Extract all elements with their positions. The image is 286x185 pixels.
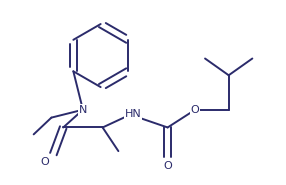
Text: O: O [191, 105, 200, 115]
Text: HN: HN [125, 109, 142, 119]
Text: N: N [79, 105, 87, 115]
Text: O: O [163, 161, 172, 171]
Text: O: O [40, 157, 49, 167]
